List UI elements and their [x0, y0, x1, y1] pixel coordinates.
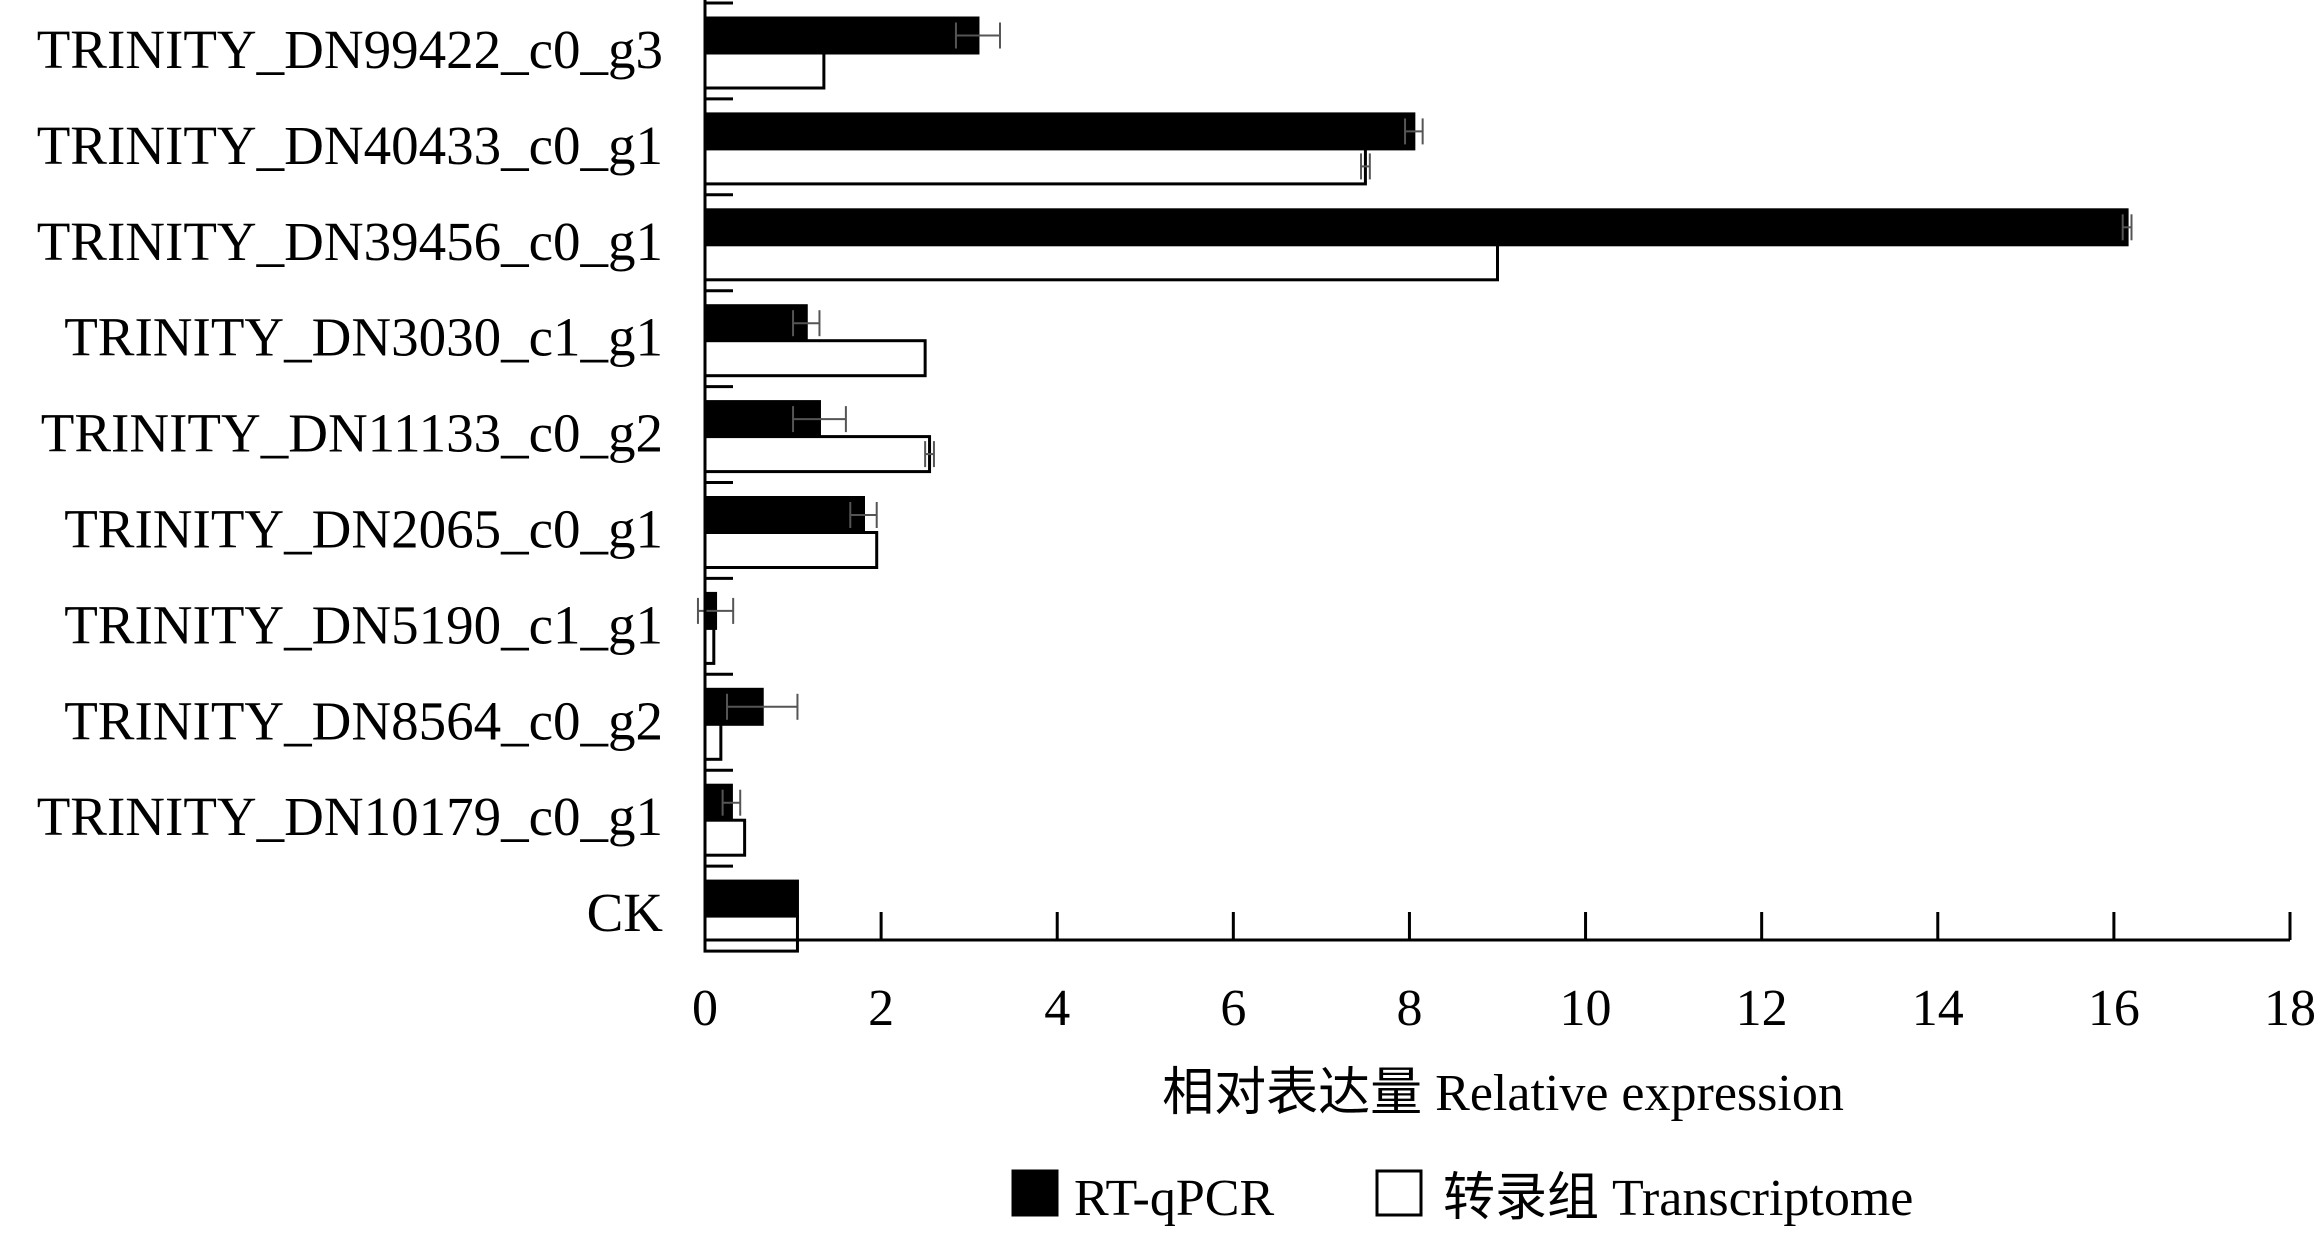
- bar-transcriptome: [703, 243, 1499, 282]
- legend-swatch-rt-qpcr: [1011, 1169, 1059, 1217]
- category-label: TRINITY_DN39456_c0_g1: [37, 211, 663, 272]
- bar-rt-qpcr: [703, 879, 799, 918]
- x-axis-title: 相对表达量 Relative expression: [1162, 1065, 1844, 1122]
- x-tick-label: 4: [1044, 980, 1070, 1037]
- x-tick-label: 8: [1396, 980, 1422, 1037]
- bar-transcriptome: [703, 51, 826, 90]
- legend-label-transcriptome: 转录组 Transcriptome: [1443, 1170, 1913, 1227]
- bar-rt-qpcr: [703, 496, 865, 534]
- x-tick-label: 6: [1220, 980, 1246, 1037]
- category-label: TRINITY_DN5190_c1_g1: [64, 594, 663, 655]
- category-label: TRINITY_DN8564_c0_g2: [64, 690, 663, 751]
- bar-transcriptome: [703, 722, 723, 761]
- bar-transcriptome: [703, 339, 927, 378]
- category-label: TRINITY_DN10179_c0_g1: [37, 786, 663, 847]
- bar-rt-qpcr: [703, 16, 980, 55]
- ticks-layer: [703, 1, 2292, 940]
- x-tick-label: 0: [692, 980, 718, 1037]
- x-tick-label: 10: [1560, 980, 1612, 1037]
- bar-transcriptome: [703, 435, 932, 474]
- legend: RT-qPCR 转录组 Transcriptome: [1011, 1169, 1913, 1227]
- x-tick-label: 14: [1912, 980, 1964, 1037]
- category-label: TRINITY_DN40433_c0_g1: [37, 115, 663, 176]
- bar-rt-qpcr: [703, 208, 2129, 247]
- category-label: TRINITY_DN3030_c1_g1: [64, 307, 663, 368]
- error-bars-layer: [696, 22, 2133, 816]
- bar-transcriptome: [703, 147, 1367, 186]
- x-tick-label: 12: [1736, 980, 1788, 1037]
- bars-layer: [703, 16, 2129, 953]
- x-tick-label: 2: [868, 980, 894, 1037]
- category-label: TRINITY_DN2065_c0_g1: [64, 498, 663, 559]
- axes: [703, 0, 2290, 942]
- bar-rt-qpcr: [703, 304, 808, 343]
- x-tick-label: 18: [2264, 980, 2316, 1037]
- x-tick-label: 16: [2088, 980, 2140, 1037]
- bar-transcriptome: [703, 531, 879, 569]
- legend-label-rt-qpcr: RT-qPCR: [1074, 1170, 1274, 1227]
- legend-swatch-transcriptome: [1375, 1169, 1423, 1217]
- labels-layer: 0 2 4 6 8 10 12 14 16 18 TRINITY_DN99422_c0_g3 TRIN…: [37, 19, 2316, 1037]
- bar-rt-qpcr: [703, 112, 1416, 151]
- category-label: TRINITY_DN99422_c0_g3: [37, 19, 663, 80]
- category-label: TRINITY_DN11133_c0_g2: [41, 403, 663, 464]
- bar-transcriptome: [703, 818, 747, 857]
- category-label: CK: [587, 882, 664, 943]
- bar-transcriptome: [703, 914, 799, 953]
